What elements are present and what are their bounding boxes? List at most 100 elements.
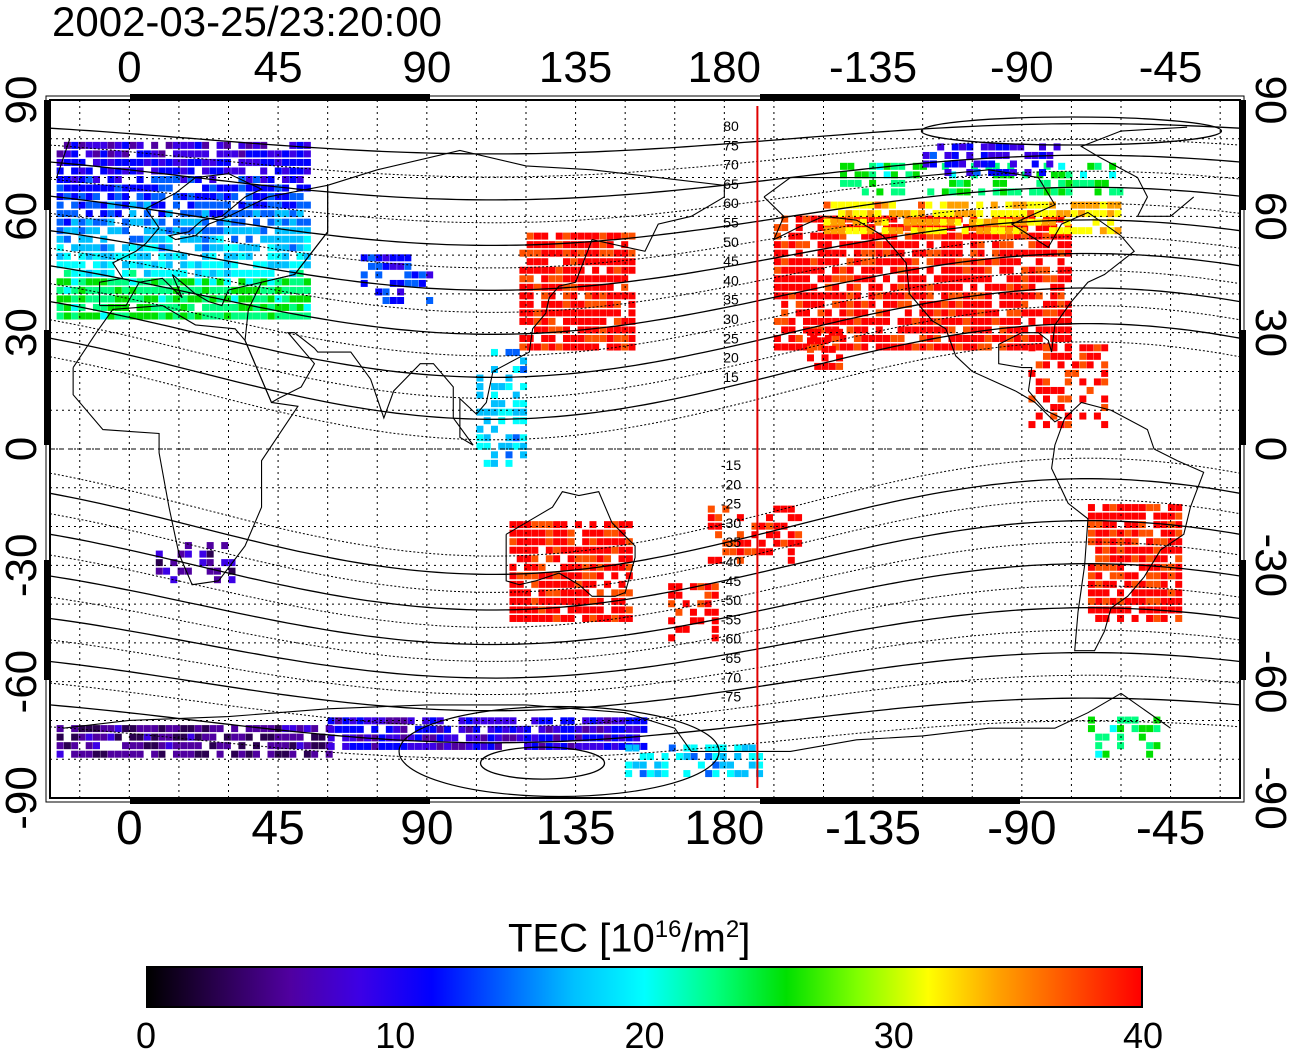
top-lon-tick: 90	[402, 43, 451, 92]
contour-label: 35	[723, 292, 739, 308]
contour-label: -30	[721, 515, 741, 531]
left-lat-tick: -60	[0, 650, 46, 714]
coastline	[244, 149, 725, 446]
mag-pole-south	[479, 746, 606, 780]
top-longitude-ticks: 0 45 90 135 180 -135 -90 -45	[117, 43, 1202, 92]
right-lat-tick: -90	[1246, 766, 1292, 830]
contour-label: 15	[723, 369, 739, 385]
bottom-lon-tick: 135	[536, 802, 616, 855]
contour-label: -50	[721, 592, 741, 608]
right-lat-tick: 30	[1246, 308, 1292, 357]
map-title: 2002-03-25/23:20:00	[52, 0, 442, 45]
frame-bar	[44, 100, 50, 210]
left-lat-tick: -30	[0, 534, 46, 598]
mag-pole-north	[920, 116, 1223, 146]
top-lon-tick: 45	[254, 43, 303, 92]
contour-label: 70	[723, 157, 739, 173]
mag-contour	[50, 122, 1240, 155]
mag-contour	[50, 720, 1240, 760]
mag-contour	[50, 541, 1240, 628]
top-lon-tick: 0	[117, 43, 141, 92]
mag-contour	[50, 270, 1240, 357]
mag-contour	[50, 252, 1240, 335]
frame-bar	[760, 94, 1020, 100]
tec-region	[707, 505, 803, 564]
tec-region	[806, 328, 844, 370]
frame-bars	[44, 94, 1246, 804]
coastline	[505, 491, 636, 597]
left-lat-tick: 30	[0, 308, 46, 357]
colorbar-tick: 20	[624, 1015, 665, 1056]
tec-region	[1087, 716, 1161, 758]
bottom-lon-tick: -90	[987, 802, 1056, 855]
mag-contour	[50, 563, 1240, 646]
bottom-lon-tick: 180	[684, 802, 764, 855]
tec-region	[56, 278, 311, 320]
contour-label: -60	[721, 631, 741, 647]
left-lat-tick: 60	[0, 192, 46, 241]
frame-bar	[44, 560, 50, 680]
contour-label: -65	[721, 650, 741, 666]
right-latitude-ticks: 90 60 30 0 -30 -60 -90	[1246, 76, 1292, 830]
contour-label: 20	[723, 350, 739, 366]
mag-contour	[50, 305, 1240, 400]
top-lon-tick: -135	[829, 43, 917, 92]
left-lat-tick: -90	[0, 766, 46, 830]
tec-region	[823, 201, 1122, 235]
mag-contour	[50, 322, 1240, 420]
coastline	[72, 304, 299, 586]
mag-contour	[50, 585, 1240, 662]
left-lat-tick: 90	[0, 76, 46, 125]
contour-label: 30	[723, 311, 739, 327]
mag-contour	[50, 478, 1240, 576]
tec-region	[56, 725, 333, 758]
right-lat-tick: -60	[1246, 650, 1292, 714]
left-latitude-ticks: 90 60 30 0 -30 -60 -90	[0, 76, 46, 830]
map-outer-frame	[45, 95, 1245, 803]
tec-region	[1028, 344, 1109, 429]
contour-label: 45	[723, 253, 739, 269]
contour-label: -15	[721, 457, 741, 473]
colorbar	[146, 966, 1143, 1008]
contour-label: 75	[723, 137, 739, 153]
contour-label: -55	[721, 611, 741, 627]
coastline	[63, 692, 1171, 753]
contour-labels: 80 75 70 65 60 55 50 45 40 35 30 25 20 15 -15 -20 -25 -30…	[721, 118, 741, 705]
coastline	[763, 169, 1136, 423]
mag-contour	[50, 154, 1240, 201]
frame-bar	[130, 798, 430, 804]
bottom-lon-tick: 90	[400, 802, 453, 855]
colorbar-label: TEC [1016/m2]	[508, 916, 751, 961]
bottom-longitude-ticks: 0 45 90 135 180 -135 -90 -45	[116, 802, 1205, 855]
frame-bar	[1240, 560, 1246, 680]
contour-label: -70	[721, 669, 741, 685]
map-frame	[49, 99, 1241, 799]
contour-label: -35	[721, 534, 741, 550]
contour-label: 50	[723, 234, 739, 250]
tec-region	[327, 717, 648, 750]
right-lat-tick: 60	[1246, 192, 1292, 241]
coastline	[56, 126, 1195, 217]
mag-contour	[50, 170, 1240, 224]
frame-bar	[760, 798, 1020, 804]
mag-contour	[50, 519, 1240, 611]
contour-label: -40	[721, 554, 741, 570]
tec-region	[625, 744, 764, 778]
tec-region	[668, 583, 719, 642]
contour-label: 55	[723, 215, 739, 231]
right-lat-tick: -30	[1246, 534, 1292, 598]
tec-region	[922, 143, 1061, 177]
mag-contour	[50, 697, 1240, 744]
frame-bar	[1240, 330, 1246, 445]
mag-contour	[50, 287, 1240, 379]
colorbar-tick: 10	[375, 1015, 416, 1056]
tec-region	[476, 348, 528, 467]
colorbar-tick: 0	[135, 1015, 157, 1056]
top-lon-tick: -45	[1139, 43, 1203, 92]
mag-contour	[50, 219, 1240, 291]
mag-contour	[50, 341, 1240, 441]
top-lon-tick: 135	[539, 43, 612, 92]
bottom-lon-tick: -45	[1136, 802, 1205, 855]
coastline	[99, 173, 329, 307]
